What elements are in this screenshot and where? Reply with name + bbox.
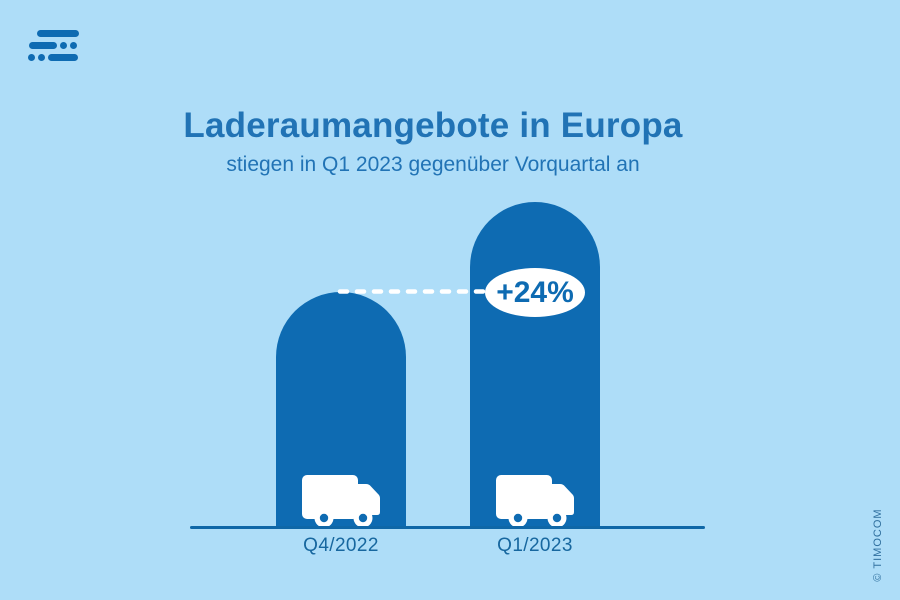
x-axis-label-q4-2022: Q4/2022: [303, 535, 379, 556]
comparison-dashed-line: [337, 289, 489, 294]
logo-bar-segment: [29, 42, 57, 49]
chart-subtitle: stiegen in Q1 2023 gegenüber Vorquartal …: [226, 153, 640, 176]
logo-bar-segment: [37, 30, 79, 37]
x-axis-line: [190, 526, 705, 529]
bar-q4-2022: [276, 292, 406, 528]
truck-icon: [302, 475, 380, 528]
logo-dot: [38, 54, 45, 61]
truck-icon: [496, 475, 574, 528]
logo-row: [28, 54, 79, 61]
logo-dot: [28, 54, 35, 61]
growth-badge: +24%: [485, 268, 585, 317]
logo-row: [28, 42, 79, 49]
logo-row: [37, 30, 79, 37]
bar-q1-2023: [470, 202, 600, 528]
timocom-logo-icon: [28, 30, 79, 61]
chart-title: Laderaumangebote in Europa: [183, 106, 683, 145]
logo-dot: [70, 42, 77, 49]
logo-bar-segment: [48, 54, 78, 61]
growth-badge-label: +24%: [496, 275, 574, 309]
x-axis-label-q1-2023: Q1/2023: [497, 535, 573, 556]
copyright-notice: © TIMOCOM: [872, 508, 884, 582]
logo-dot: [60, 42, 67, 49]
